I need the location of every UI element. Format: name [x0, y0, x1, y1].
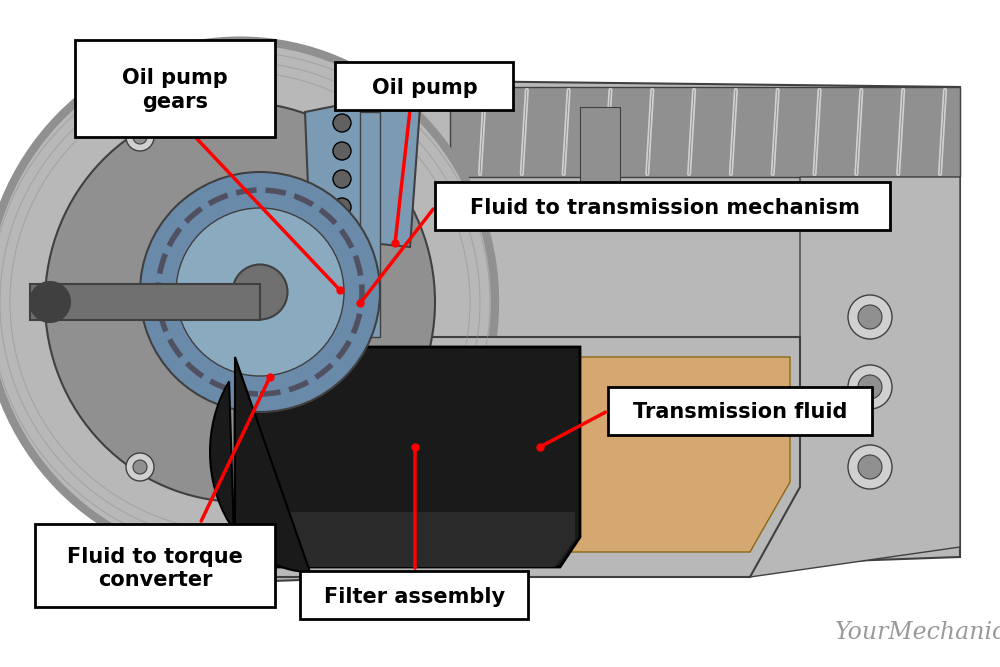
Text: Transmission fluid: Transmission fluid	[633, 402, 847, 422]
Ellipse shape	[45, 102, 435, 502]
Text: Fluid to transmission mechanism: Fluid to transmission mechanism	[470, 198, 860, 218]
Circle shape	[858, 305, 882, 329]
Circle shape	[133, 460, 147, 474]
Ellipse shape	[232, 265, 288, 319]
Circle shape	[333, 142, 351, 160]
Ellipse shape	[140, 172, 380, 412]
Polygon shape	[450, 87, 960, 177]
Circle shape	[848, 445, 892, 489]
FancyBboxPatch shape	[608, 387, 872, 435]
FancyBboxPatch shape	[300, 571, 528, 619]
Circle shape	[126, 453, 154, 481]
Circle shape	[93, 295, 107, 309]
Polygon shape	[230, 337, 800, 577]
Circle shape	[333, 114, 351, 132]
FancyBboxPatch shape	[35, 524, 275, 607]
Polygon shape	[305, 97, 420, 247]
Polygon shape	[235, 347, 580, 567]
Circle shape	[333, 170, 351, 188]
Circle shape	[848, 365, 892, 409]
Circle shape	[858, 455, 882, 479]
Circle shape	[133, 130, 147, 144]
Text: Oil pump: Oil pump	[372, 78, 478, 98]
Ellipse shape	[30, 282, 70, 322]
Polygon shape	[360, 112, 380, 337]
Ellipse shape	[176, 208, 344, 376]
Polygon shape	[255, 357, 790, 552]
Circle shape	[126, 123, 154, 151]
Text: Oil pump
gears: Oil pump gears	[122, 69, 228, 111]
Polygon shape	[100, 77, 960, 587]
FancyBboxPatch shape	[335, 62, 513, 110]
Polygon shape	[580, 107, 620, 187]
FancyBboxPatch shape	[75, 40, 275, 137]
Circle shape	[848, 295, 892, 339]
Ellipse shape	[0, 41, 495, 564]
Circle shape	[858, 375, 882, 399]
Circle shape	[333, 198, 351, 216]
Polygon shape	[750, 177, 960, 577]
Text: Fluid to torque
converter: Fluid to torque converter	[67, 547, 243, 590]
Polygon shape	[235, 512, 575, 567]
Text: YourMechanic: YourMechanic	[835, 621, 1000, 644]
FancyBboxPatch shape	[435, 182, 890, 230]
Polygon shape	[210, 357, 310, 572]
Polygon shape	[30, 284, 260, 320]
Text: Filter assembly: Filter assembly	[324, 587, 506, 607]
Circle shape	[86, 288, 114, 316]
